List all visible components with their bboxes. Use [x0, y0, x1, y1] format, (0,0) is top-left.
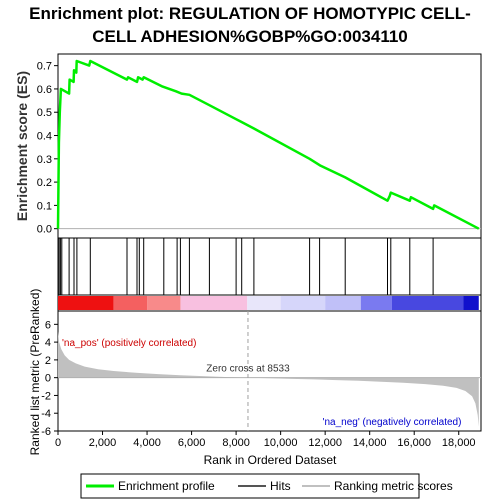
color-bar-segment [113, 296, 148, 310]
color-bar-segment [391, 296, 464, 310]
hit-markers [58, 238, 434, 295]
es-y-axis-label: Enrichment score (ES) [14, 71, 30, 221]
metric-y-tick-label: -2 [41, 390, 51, 402]
metric-x-axis: 0 2,000 4,000 6,000 8,000 10,000 12,000 14,000 1… [55, 431, 476, 449]
metric-y-axis-label: Ranked list metric (PreRanked) [28, 289, 42, 456]
metric-y-tick-label: 0 [45, 373, 51, 385]
ranked-list-color-bar [57, 294, 482, 312]
chart-title-line2: CELL ADHESION%GOBP%GO:0034110 [92, 27, 408, 46]
color-bar-segment [247, 296, 281, 310]
metric-x-tick-label: 2,000 [89, 437, 117, 449]
metric-x-tick-label: 0 [55, 437, 61, 449]
es-y-tick-label: 0.3 [37, 154, 52, 166]
metric-y-axis: -6 -4 -2 0 2 4 6 [41, 319, 58, 438]
legend-metric-label: Ranking metric scores [334, 479, 453, 493]
metric-y-tick-label: 6 [45, 319, 51, 331]
color-bar-segment [360, 296, 392, 310]
hits-panel [57, 237, 482, 296]
es-profile-line [56, 59, 480, 230]
es-y-tick-label: 0.6 [37, 84, 52, 96]
color-bar-segment [58, 296, 114, 310]
chart-title-line1: Enrichment plot: REGULATION OF HOMOTYPIC… [29, 4, 471, 23]
metric-x-tick-label: 10,000 [264, 437, 298, 449]
metric-y-tick-label: 4 [45, 337, 51, 349]
metric-x-tick-label: 8,000 [222, 437, 250, 449]
metric-x-tick-label: 6,000 [178, 437, 206, 449]
zero-cross-label: Zero cross at 8533 [206, 364, 290, 375]
ranking-metric-panel: -6 -4 -2 0 2 4 6 0 2,000 4,000 6,000 8,000 10,000 12… [28, 289, 482, 467]
hits-panel-frame [57, 237, 482, 296]
color-bar-segment [280, 296, 326, 310]
color-bar-segment [147, 296, 181, 310]
metric-y-tick-label: -6 [41, 426, 51, 438]
color-bar-segment [463, 296, 479, 310]
metric-x-tick-label: 16,000 [397, 437, 431, 449]
es-y-tick-label: 0.7 [37, 61, 52, 73]
es-y-tick-label: 0.2 [37, 177, 52, 189]
metric-area [58, 331, 479, 427]
pos-correlated-label: 'na_pos' (positively correlated) [62, 338, 196, 349]
metric-y-tick-label: -4 [41, 408, 51, 420]
es-y-tick-label: 0.5 [37, 107, 52, 119]
es-y-tick-label: 0.0 [37, 224, 52, 236]
legend-hits-label: Hits [270, 479, 291, 493]
metric-x-tick-label: 4,000 [133, 437, 161, 449]
color-bar-segment [180, 296, 248, 310]
enrichment-score-panel: 0.0 0.1 0.2 0.3 0.4 0.5 0.6 0.7 Enrichment scor… [14, 53, 482, 239]
metric-y-tick-label: 2 [45, 355, 51, 367]
metric-panel-frame [57, 310, 482, 432]
color-bar-segments [58, 296, 479, 310]
es-panel-frame [57, 53, 482, 239]
legend: Enrichment profile Hits Ranking metric s… [80, 473, 453, 499]
es-y-tick-label: 0.4 [37, 131, 52, 143]
metric-x-tick-label: 18,000 [442, 437, 476, 449]
color-bar-segment [325, 296, 361, 310]
neg-correlated-label: 'na_neg' (negatively correlated) [323, 417, 462, 428]
es-y-tick-label: 0.1 [37, 200, 52, 212]
metric-x-tick-label: 12,000 [308, 437, 342, 449]
legend-profile-label: Enrichment profile [118, 479, 215, 493]
metric-x-tick-label: 14,000 [353, 437, 387, 449]
metric-x-axis-label: Rank in Ordered Dataset [204, 453, 337, 467]
es-y-axis: 0.0 0.1 0.2 0.3 0.4 0.5 0.6 0.7 [37, 61, 58, 236]
